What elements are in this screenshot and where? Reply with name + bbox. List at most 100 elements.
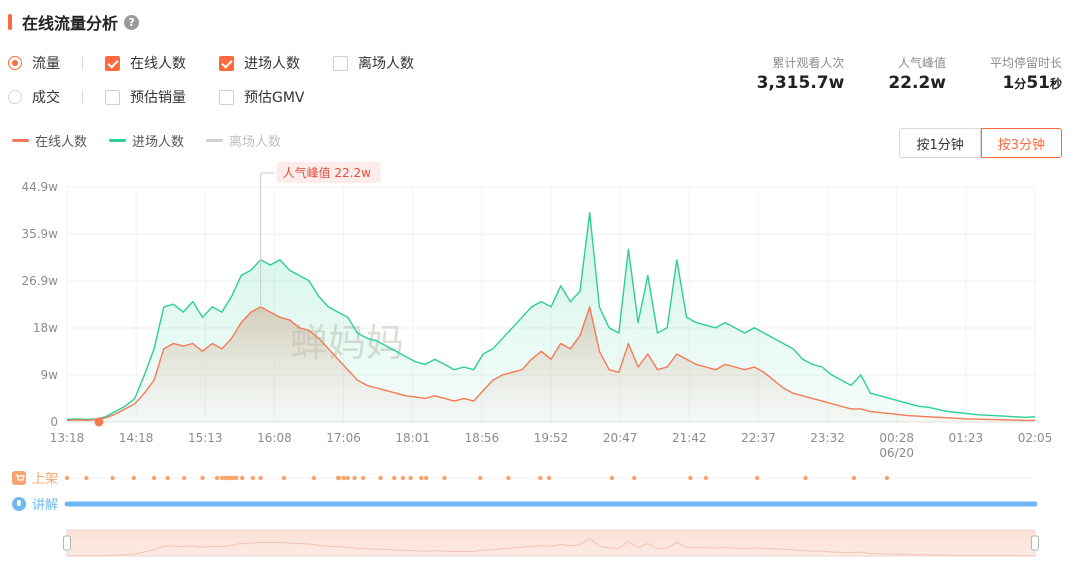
listing-event-dot: [200, 475, 205, 481]
radio-deals[interactable]: 成交: [8, 87, 82, 107]
help-icon[interactable]: ?: [124, 14, 140, 30]
traffic-chart[interactable]: 0 9w 18w 26.9w 35.9w 44.9w 13:18 14:18 15:13 16:…: [0, 160, 1080, 570]
listing-event-dot: [803, 475, 808, 481]
checkbox-estimated-gmv[interactable]: 预估GMV: [219, 87, 333, 107]
listing-event-dot: [341, 475, 347, 481]
checkbox-estimated-sales[interactable]: 预估销量: [105, 87, 219, 107]
checkbox-online-users-label: 在线人数: [130, 56, 186, 72]
x-tick-label: 01:23: [949, 431, 984, 445]
legend-item-online[interactable]: 在线人数: [12, 131, 87, 150]
legend-swatch-online: [12, 139, 29, 142]
legend-label-entering: 进场人数: [132, 135, 185, 150]
legend-label-online: 在线人数: [35, 135, 88, 150]
filter-separator: [82, 90, 83, 104]
legend-swatch-leaving: [206, 139, 224, 142]
radio-deals-label: 成交: [32, 90, 60, 106]
listing-event-dot: [234, 475, 239, 481]
listing-event-dot: [110, 475, 115, 481]
checkbox-online-users-box[interactable]: [105, 55, 120, 71]
x-tick-label: 18:01: [395, 431, 430, 445]
interval-3min-button[interactable]: 按3分钟: [980, 128, 1062, 158]
radio-deals-dot[interactable]: [8, 90, 22, 104]
radio-traffic-dot[interactable]: [8, 56, 22, 70]
page-header: 在线流量分析 ?: [8, 10, 140, 34]
peak-label: 人气峰值 22.2w: [283, 165, 372, 180]
range-navigator[interactable]: [63, 529, 1039, 557]
x-tick-label: 13:18: [50, 431, 85, 445]
stat-avg-stay-seconds: 51: [1026, 73, 1050, 93]
listing-event-dot: [281, 475, 287, 481]
listing-event-dot: [345, 475, 350, 481]
x-date-label: 06/20: [879, 446, 914, 460]
stats-summary: 累计观看人次 3,315.7w 人气峰值 22.2w 平均停留时长 1分51秒: [713, 55, 1062, 94]
checkbox-estimated-sales-box[interactable]: [105, 89, 120, 105]
checkbox-entering-users-box[interactable]: [219, 55, 234, 71]
navigator-handle: [63, 535, 71, 551]
listing-event-dot: [214, 475, 220, 481]
y-tick-label: 9w: [41, 368, 59, 382]
start-marker: [94, 417, 104, 427]
x-tick-label: 16:08: [257, 431, 292, 445]
listing-event-dot: [240, 475, 245, 481]
listing-event-dot: [408, 475, 413, 481]
checkbox-estimated-gmv-label: 预估GMV: [244, 90, 305, 106]
listing-event-dot: [64, 475, 70, 481]
legend-item-leaving[interactable]: 离场人数: [206, 131, 281, 150]
peak-label-bg: [276, 162, 381, 183]
chart-areas: [66, 211, 1036, 422]
listing-event-dot: [84, 475, 89, 481]
y-tick-label: 44.9w: [21, 180, 58, 194]
checkbox-entering-users-label: 进场人数: [244, 56, 300, 72]
listing-event-dot: [336, 475, 342, 481]
stat-avg-stay-value: 1分51秒: [990, 73, 1062, 94]
interval-1min-button[interactable]: 按1分钟: [899, 128, 981, 158]
checkbox-entering-users[interactable]: 进场人数: [219, 53, 333, 73]
y-tick-label: 0: [50, 415, 58, 429]
stat-total-views-label: 累计观看人次: [772, 56, 845, 70]
legend-item-entering[interactable]: 进场人数: [109, 131, 184, 150]
radio-traffic-label: 流量: [32, 56, 60, 72]
peak-annotation: 人气峰值 22.2w: [94, 162, 381, 427]
listing-event-dot: [506, 475, 511, 481]
x-tick-label: 21:42: [672, 431, 707, 445]
checkbox-estimated-gmv-box[interactable]: [219, 89, 234, 105]
listing-event-dot: [131, 475, 136, 481]
chart-legend: 在线人数 进场人数 离场人数: [12, 131, 303, 150]
x-tick-label: 23:32: [810, 431, 845, 445]
stat-peak: 人气峰值 22.2w: [888, 55, 946, 94]
checkbox-leaving-users-box[interactable]: [333, 55, 348, 71]
explain-track-label: 讲解: [32, 498, 58, 513]
stat-avg-stay-second-unit: 秒: [1049, 77, 1062, 91]
stat-avg-stay-minute-unit: 分: [1014, 77, 1027, 91]
x-tick-label: 02:05: [1018, 431, 1053, 445]
filter-row-traffic: 流量 在线人数 进场人数 离场人数: [8, 53, 447, 73]
x-tick-label: 17:06: [326, 431, 361, 445]
legend-label-leaving: 离场人数: [229, 135, 282, 150]
title-accent-bar: [8, 14, 12, 30]
listing-event-dot: [546, 475, 552, 481]
x-tick-label: 14:18: [119, 431, 154, 445]
listing-event-dot: [181, 475, 187, 481]
navigator-preview-line: [66, 537, 1035, 557]
x-tick-label: 22:37: [741, 431, 776, 445]
listing-event-dot: [361, 475, 366, 481]
listing-event-dot: [352, 475, 357, 481]
listing-event-dot: [884, 475, 890, 481]
radio-traffic[interactable]: 流量: [8, 53, 82, 73]
page-title: 在线流量分析: [22, 14, 119, 33]
listing-event-dot: [851, 475, 857, 481]
listing-event-dot: [400, 475, 406, 481]
checkbox-leaving-users[interactable]: 离场人数: [333, 53, 447, 73]
checkbox-estimated-sales-label: 预估销量: [130, 90, 186, 106]
stat-total-views: 累计观看人次 3,315.7w: [757, 55, 845, 94]
listing-event-dot: [688, 475, 693, 481]
y-axis: 0 9w 18w 26.9w 35.9w 44.9w: [21, 180, 58, 429]
listing-event-dot: [754, 475, 760, 481]
navigator-handle: [1031, 535, 1039, 551]
navigator-range: [66, 529, 1036, 557]
stat-avg-stay-minutes: 1: [1002, 73, 1015, 93]
listing-event-dot: [703, 475, 709, 481]
checkbox-online-users[interactable]: 在线人数: [105, 53, 219, 73]
listing-event-dot: [165, 475, 170, 481]
